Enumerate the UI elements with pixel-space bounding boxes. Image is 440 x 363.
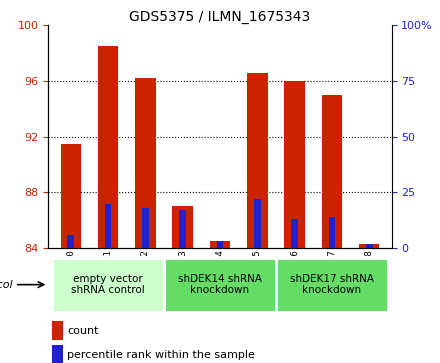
- Bar: [180, 210, 186, 248]
- Bar: [172, 206, 193, 248]
- Bar: [98, 46, 118, 248]
- Text: percentile rank within the sample: percentile rank within the sample: [67, 350, 255, 360]
- Bar: [67, 235, 74, 248]
- Bar: [52, 321, 63, 340]
- Bar: [291, 219, 298, 248]
- Bar: [366, 244, 373, 248]
- Bar: [359, 244, 379, 248]
- Bar: [135, 78, 156, 248]
- Bar: [61, 144, 81, 248]
- Bar: [247, 73, 268, 248]
- Bar: [322, 95, 342, 248]
- Text: shDEK17 shRNA
knockdown: shDEK17 shRNA knockdown: [290, 274, 374, 295]
- Bar: [276, 258, 388, 312]
- Text: shDEK14 shRNA
knockdown: shDEK14 shRNA knockdown: [178, 274, 262, 295]
- Bar: [52, 258, 164, 312]
- Bar: [142, 208, 149, 248]
- Bar: [52, 345, 63, 363]
- Bar: [216, 241, 224, 248]
- Title: GDS5375 / ILMN_1675343: GDS5375 / ILMN_1675343: [129, 11, 311, 24]
- Bar: [105, 204, 111, 248]
- Text: count: count: [67, 326, 99, 336]
- Text: protocol: protocol: [0, 280, 13, 290]
- Text: empty vector
shRNA control: empty vector shRNA control: [71, 274, 145, 295]
- Bar: [210, 241, 230, 248]
- Bar: [164, 258, 276, 312]
- Bar: [254, 199, 260, 248]
- Bar: [284, 81, 305, 248]
- Bar: [329, 217, 335, 248]
